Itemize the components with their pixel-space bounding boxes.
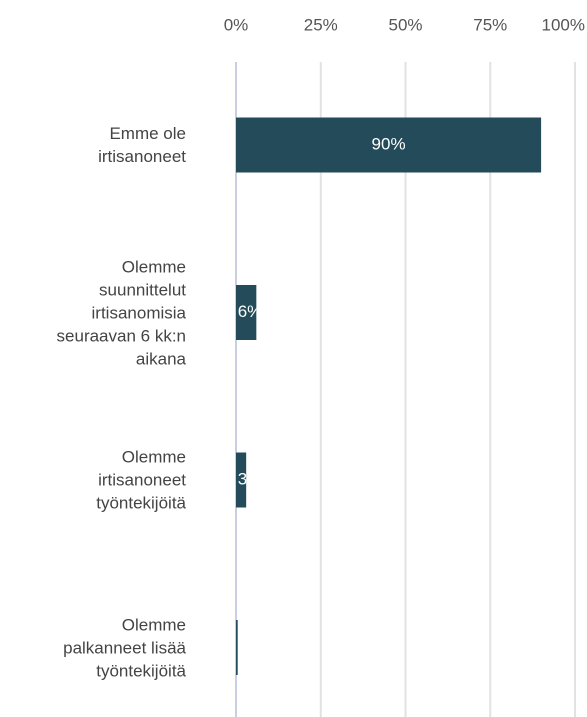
- bar: [236, 620, 238, 675]
- bar: [236, 285, 257, 340]
- value-label: 90%: [372, 134, 406, 153]
- bar: [236, 117, 542, 173]
- category-label: Olemme suunnittelut irtisanomisia seuraa…: [56, 257, 186, 368]
- category-label: Emme ole irtisanoneet: [98, 124, 186, 166]
- x-tick-label: 50%: [388, 15, 422, 34]
- x-tick-label: 100%: [542, 15, 585, 34]
- bar: [236, 452, 247, 508]
- value-label: 6%: [238, 302, 263, 321]
- x-tick-label: 75%: [473, 15, 507, 34]
- category-label: Olemme irtisanoneet työntekijöitä: [96, 447, 186, 513]
- x-tick-label: 0%: [224, 15, 249, 34]
- category-label: Olemme palkanneet lisää työntekijöitä: [63, 615, 186, 680]
- value-label: 3%: [238, 469, 263, 488]
- x-tick-label: 25%: [304, 15, 338, 34]
